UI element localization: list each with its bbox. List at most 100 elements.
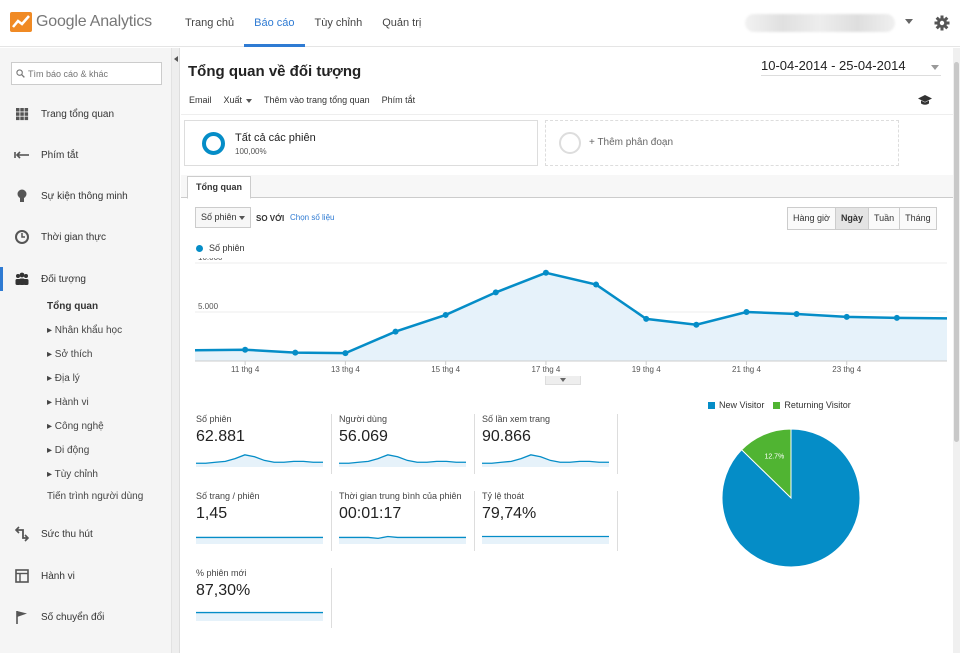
metric-label: % phiên mới [196,568,247,578]
data-point[interactable] [743,309,750,315]
sidebar-collapse-toggle[interactable] [172,48,180,653]
data-point[interactable] [593,281,600,288]
page-title: Tổng quan về đối tượng [188,63,362,80]
sidebar-item-shortcuts[interactable]: Phím tắt [0,143,172,167]
nav-customization[interactable]: Tùy chỉnh [314,17,363,29]
data-point[interactable] [843,313,850,320]
data-point[interactable] [392,328,399,335]
sidebar-sub-overview[interactable]: Tổng quan [47,301,99,312]
period-week-button[interactable]: Tuần [867,208,900,229]
sidebar-item-behavior[interactable]: Hành vi [0,564,172,588]
sidebar-sub-custom[interactable]: ▸ Tùy chỉnh [47,469,98,480]
sidebar-sub-behavior[interactable]: ▸ Hành vi [47,397,89,408]
chart-collapse-toggle[interactable] [545,376,581,385]
metric-tile[interactable]: Người dùng 56.069 [337,414,475,474]
sidebar-sub-demographics[interactable]: ▸ Nhân khẩu học [47,325,123,336]
sparkline-line [339,535,466,540]
metric-sparkline [482,535,609,544]
add-to-dashboard-button[interactable]: Thêm vào trang tổng quan [264,95,370,105]
nav-admin[interactable]: Quản trị [382,17,422,29]
metric-tile[interactable]: % phiên mới 87,30% [194,568,332,628]
sidebar-item-intelligence-events[interactable]: Sự kiện thông minh [0,184,172,208]
data-point[interactable] [242,346,249,353]
date-range-picker[interactable]: 10-04-2014 - 25-04-2014 [761,58,941,76]
x-tick-label: 15 thg 4 [431,365,460,374]
pie-slice[interactable] [721,428,861,568]
data-point[interactable] [292,349,299,356]
analytics-logo-icon [10,12,32,32]
sidebar-sub-mobile[interactable]: ▸ Di động [47,445,90,456]
metric-tile[interactable]: Số trang / phiên 1,45 [194,491,332,551]
gear-icon[interactable] [934,15,950,31]
segment-all-sessions[interactable]: Tất cả các phiên 100,00% [184,120,538,166]
x-tick-label: 17 thg 4 [531,365,560,374]
sessions-chart[interactable]: 10.000 5.000 11 thg 4 13 thg 4 15 thg 4 17 th… [181,258,953,388]
sidebar-item-label: Số chuyển đổi [41,611,105,623]
legend-label: New Visitor [719,400,765,410]
data-point[interactable] [442,311,449,318]
metric-select[interactable]: Số phiên [195,207,251,228]
search-input[interactable] [28,68,158,79]
sidebar-item-acquisition[interactable]: Sức thu hút [0,522,172,546]
scrollbar[interactable] [953,48,960,653]
metric-value: 1,45 [196,505,228,522]
search-icon [16,69,25,78]
email-button[interactable]: Email [189,95,212,105]
pie-legend: New Visitor Returning Visitor [708,400,860,410]
period-hourly-button[interactable]: Hàng giờ [788,208,835,229]
data-point[interactable] [542,269,549,276]
app-name: Google Analytics [36,13,152,30]
account-selector[interactable] [745,14,895,32]
data-point[interactable] [492,289,499,296]
chevron-down-icon[interactable] [905,19,913,24]
sidebar-item-label: Trang tổng quan [41,108,115,120]
sidebar-item-label: Hành vi [41,570,75,582]
data-point[interactable] [342,350,349,357]
x-tick-label: 21 thg 4 [732,365,761,374]
x-tick-label: 19 thg 4 [632,365,661,374]
period-day-button[interactable]: Ngày [834,208,868,229]
data-point[interactable] [693,321,700,328]
nav-home[interactable]: Trang chủ [185,17,235,29]
scrollbar-thumb[interactable] [954,62,959,442]
sidebar-item-audience[interactable]: Đối tượng [0,267,172,291]
export-button[interactable]: Xuất [224,95,253,105]
tab-overview[interactable]: Tổng quan [187,176,251,199]
legend-new-visitor[interactable]: New Visitor [708,400,764,410]
date-range-text: 10-04-2014 - 25-04-2014 [761,58,906,73]
data-point[interactable] [643,315,650,322]
choose-metric-link[interactable]: Chọn số liệu [290,213,335,222]
graduation-cap-icon[interactable] [918,94,932,106]
google-analytics-logo[interactable]: Google Analytics [10,12,152,32]
sidebar-item-label: Sự kiện thông minh [41,190,128,202]
metric-value: 56.069 [339,428,388,445]
report-search[interactable] [11,62,162,85]
metric-tile[interactable]: Số lần xem trang 90.866 [480,414,618,474]
shortcut-arrow-icon [14,151,29,159]
period-month-button[interactable]: Tháng [899,208,936,229]
legend-returning-visitor[interactable]: Returning Visitor [773,400,851,410]
sidebar-item-dashboards[interactable]: Trang tổng quan [0,102,172,126]
sidebar-item-conversions[interactable]: Số chuyển đổi [0,605,172,629]
data-point[interactable] [793,310,800,317]
sidebar-sub-geo[interactable]: ▸ Địa lý [47,373,80,384]
x-tick-label: 13 thg 4 [331,365,360,374]
shortcut-button[interactable]: Phím tắt [381,95,416,105]
legend-label: Returning Visitor [784,400,851,410]
sidebar-sub-users-flow[interactable]: Tiến trình người dùng [47,491,144,502]
metric-tile[interactable]: Số phiên 62.881 [194,414,332,474]
metric-tile[interactable]: Tỷ lệ thoát 79,74% [480,491,618,551]
sparkline-area [196,454,323,467]
series-legend-label: Số phiên [209,243,245,253]
y-tick-label: 10.000 [198,258,223,262]
metric-tile[interactable]: Thời gian trung bình của phiên 00:01:17 [337,491,475,551]
metric-value: 79,74% [482,505,537,522]
sidebar-item-real-time[interactable]: Thời gian thực [0,225,172,249]
sidebar-item-label: Thời gian thực [41,231,106,243]
sidebar-sub-interests[interactable]: ▸ Sở thích [47,349,93,360]
add-segment[interactable]: + Thêm phân đoạn [545,120,899,166]
data-point[interactable] [893,314,900,321]
visitor-type-pie[interactable]: 12.7% 87.3% [711,418,871,578]
nav-reports[interactable]: Báo cáo [244,0,305,47]
sidebar-sub-technology[interactable]: ▸ Công nghệ [47,421,104,432]
